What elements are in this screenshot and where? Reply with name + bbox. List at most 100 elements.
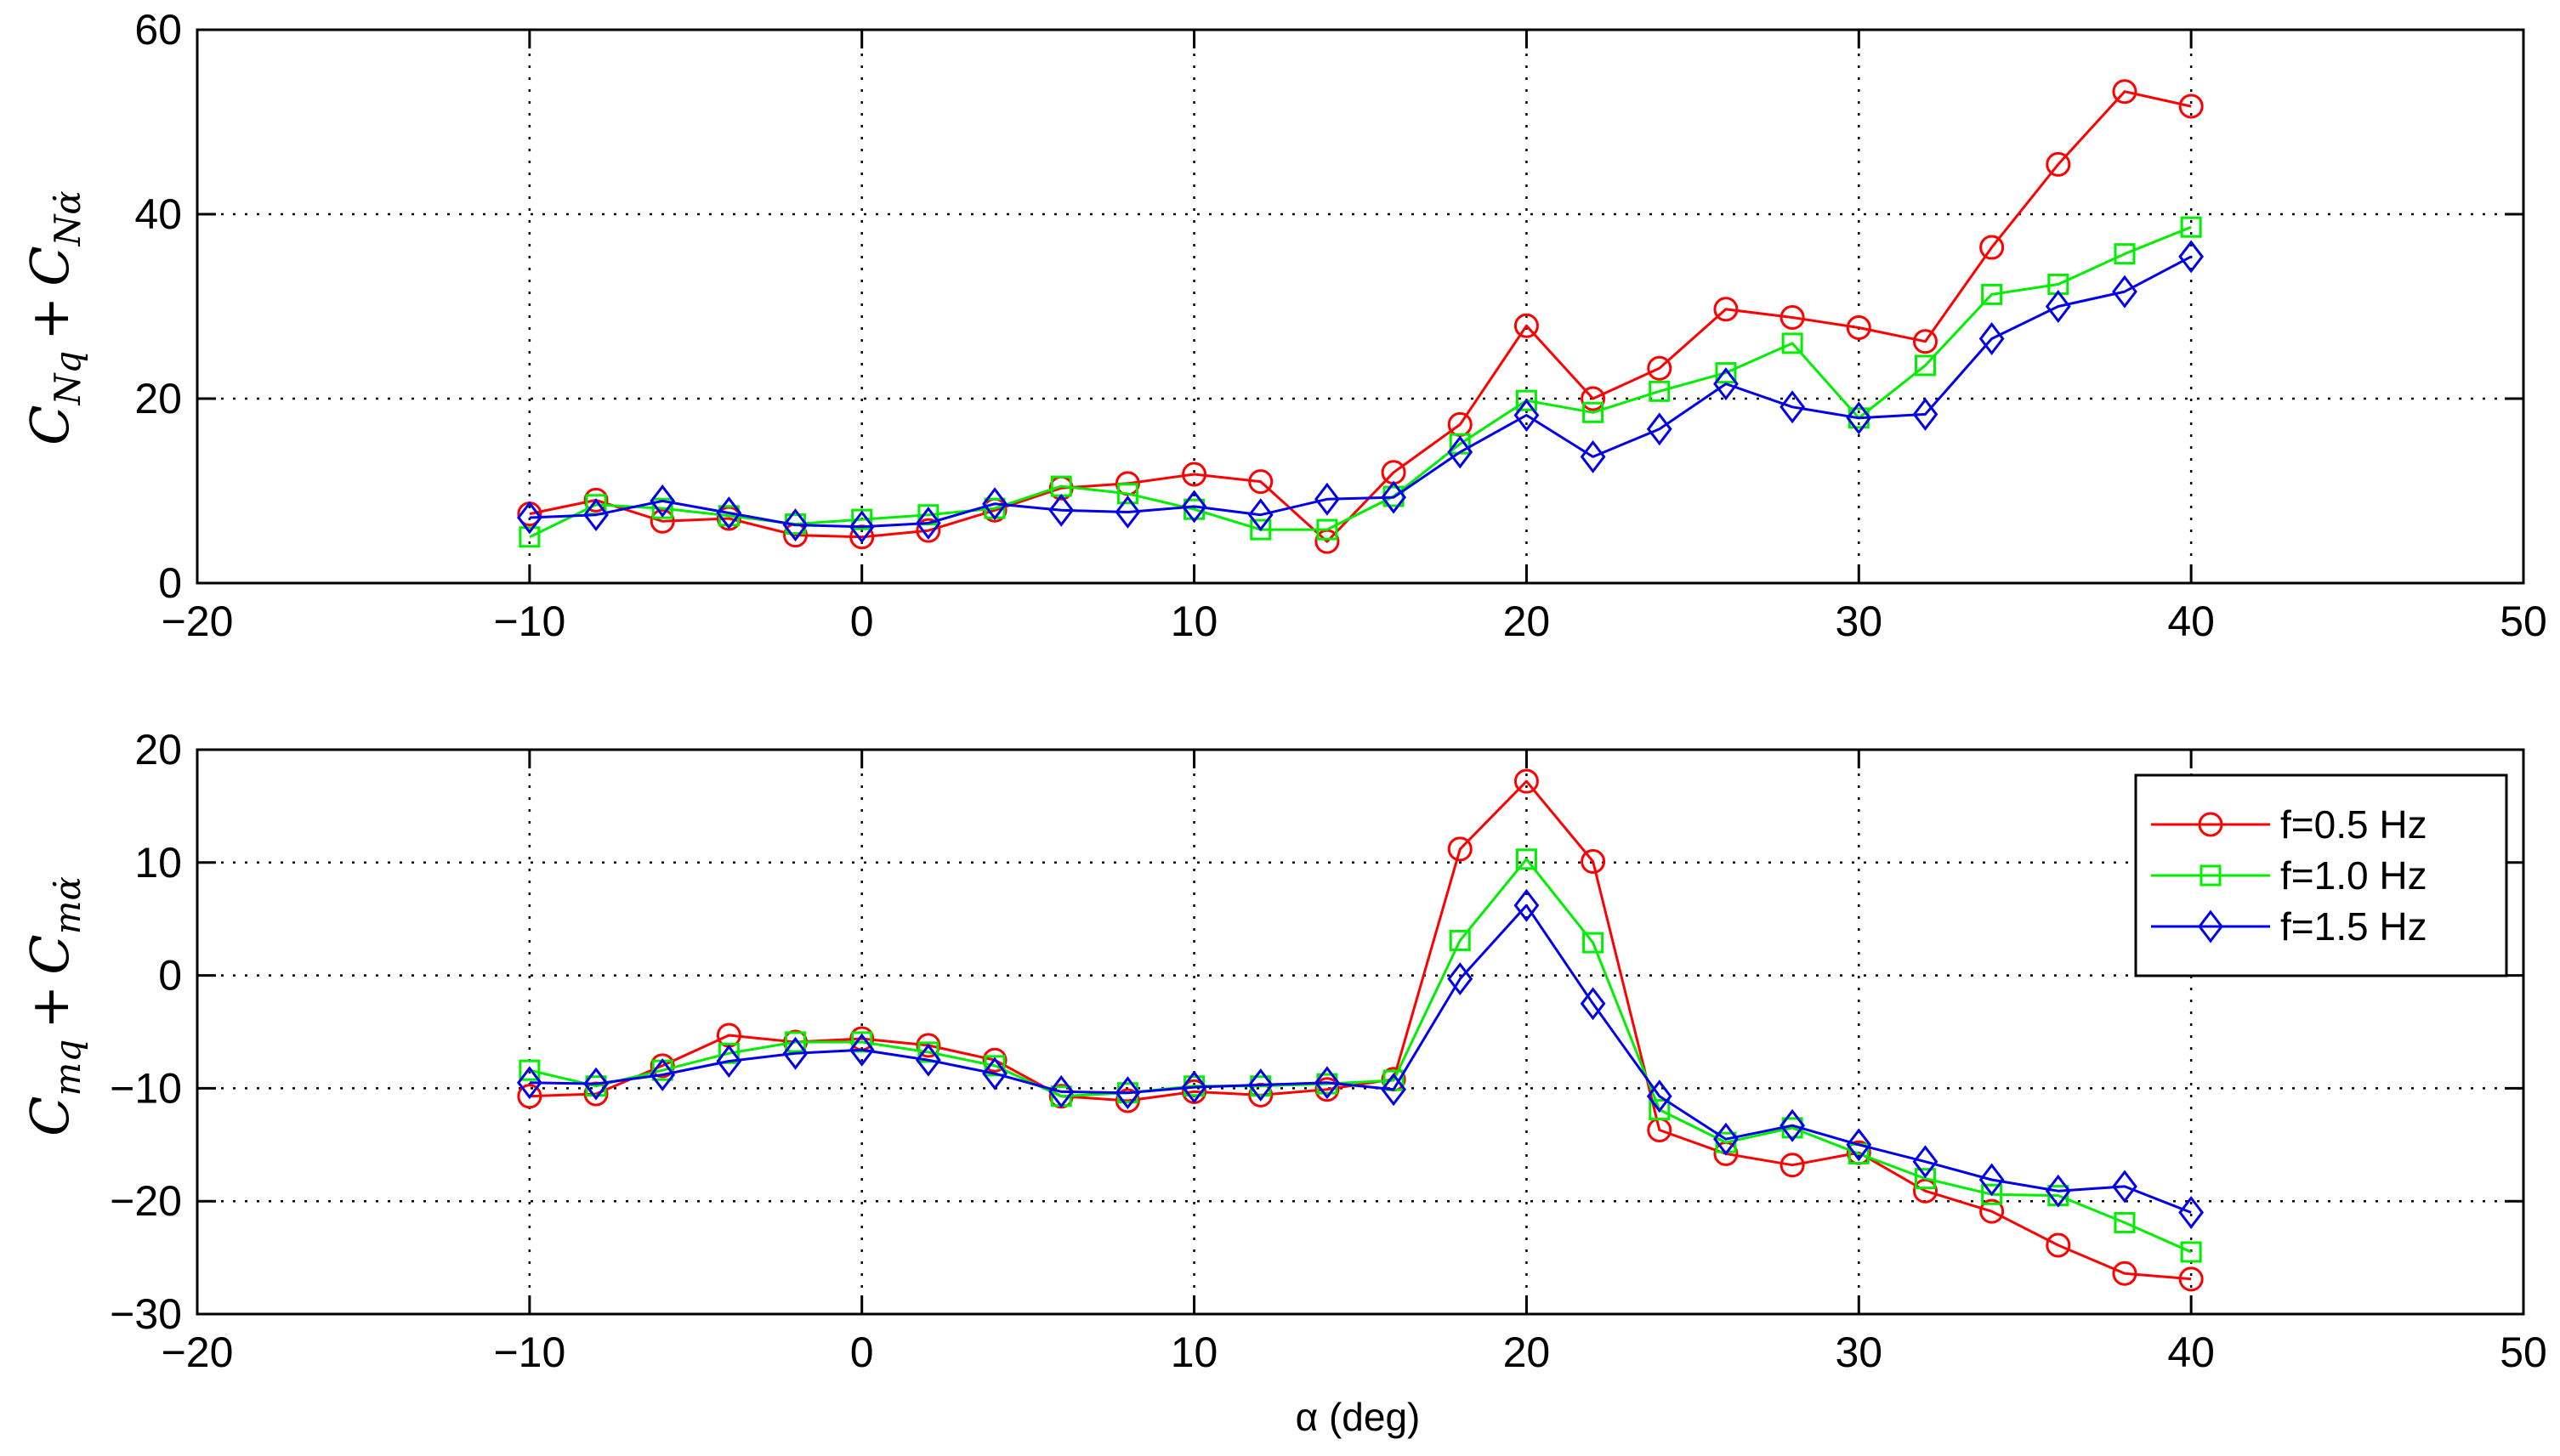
bottom-data-point: [2112, 1170, 2137, 1204]
top-data-point: [1115, 495, 1141, 529]
top-data-point: [1715, 362, 1737, 384]
top-x-tick-label: 30: [1835, 598, 1882, 645]
bottom-data-point: [984, 1055, 1006, 1077]
bottom-data-point: [785, 1031, 807, 1053]
top-axes: [196, 28, 2525, 585]
top-data-point: [916, 518, 941, 543]
bottom-data-point: [519, 1059, 541, 1081]
bottom-y-tick-label: −30: [110, 1290, 182, 1338]
bottom-x-tick-label: −10: [493, 1329, 565, 1376]
top-data-point: [982, 487, 1008, 521]
bottom-x-tick-label: 30: [1835, 1329, 1882, 1376]
top-data-point: [1316, 518, 1338, 541]
top-data-point: [782, 508, 809, 542]
bottom-data-point: [1581, 848, 1606, 874]
top-data-point: [851, 508, 873, 530]
top-data-point: [1182, 462, 1207, 487]
top-data-point: [1780, 305, 1805, 331]
bottom-data-point: [516, 1066, 542, 1100]
top-data-point: [1381, 480, 1406, 514]
top-data-point: [651, 497, 673, 519]
bottom-data-point: [1580, 987, 1606, 1021]
legend-label: f=0.5 Hz: [2280, 802, 2427, 847]
top-data-point: [2180, 216, 2202, 238]
top-data-point: [1116, 483, 1138, 505]
bottom-data-point: [1314, 1066, 1340, 1100]
bottom-data-point: [1979, 1198, 2005, 1224]
bottom-data-point: [650, 1053, 675, 1079]
bottom-x-tick-label: 10: [1171, 1329, 1218, 1376]
bottom-data-point: [1582, 932, 1604, 954]
bottom-data-point: [1447, 836, 1473, 862]
legend-marker: [2198, 812, 2223, 837]
bottom-data-point: [1978, 1163, 2005, 1197]
bottom-data-point: [517, 1084, 542, 1109]
bottom-data-point: [1646, 1079, 1672, 1113]
top-data-point: [1647, 355, 1672, 381]
top-panel: −20 −10 0 10 20 30 40 50 0 20 40 60 CNq+CNα̇: [19, 6, 2547, 645]
top-data-point: [1649, 380, 1671, 402]
top-data-point: [2178, 93, 2204, 119]
top-data-point: [2178, 240, 2205, 274]
top-data-point: [1846, 401, 1872, 435]
top-data-point: [716, 496, 742, 530]
top-data-point: [2046, 151, 2071, 177]
top-y-axis-label: CNq+CNα̇: [19, 190, 88, 445]
bottom-data-point: [1181, 1070, 1207, 1104]
top-data-point: [583, 487, 609, 513]
top-x-tick-label: 0: [850, 598, 874, 645]
bottom-data-point: [1780, 1108, 1806, 1142]
bottom-y-axis-label: Cmq+Cmα̇: [19, 876, 88, 1136]
bottom-data-point: [2178, 1266, 2204, 1292]
top-x-tick-label: 50: [2500, 598, 2547, 645]
bottom-data-point: [917, 1041, 939, 1063]
top-data-point: [1981, 283, 2003, 305]
bottom-y-tick-label: 20: [134, 726, 182, 773]
top-data-point: [650, 508, 675, 534]
legend: f=0.5 Hz f=1.0 Hz f=1.5 Hz: [2134, 773, 2508, 977]
top-data-point: [2045, 290, 2071, 323]
bottom-data-point: [1515, 848, 1537, 870]
bottom-data-point: [849, 1033, 875, 1067]
top-data-point: [1250, 518, 1272, 541]
bottom-y-tick-label: −10: [110, 1064, 182, 1112]
top-data-point: [1979, 235, 2005, 260]
bottom-data-point: [1314, 1077, 1340, 1102]
bottom-data-point: [1513, 768, 1539, 794]
bottom-data-point: [982, 1047, 1008, 1073]
top-data-point: [2114, 243, 2136, 265]
top-x-tick-label: −10: [493, 598, 565, 645]
legend-entry: f=1.0 Hz: [2151, 853, 2427, 898]
bottom-series: [516, 768, 2205, 1292]
top-series: [516, 79, 2205, 554]
top-data-point: [915, 507, 941, 540]
bottom-data-point: [782, 1036, 809, 1070]
top-data-point: [2112, 79, 2137, 105]
top-data-point: [1912, 329, 1938, 354]
bottom-data-point: [1115, 1076, 1141, 1110]
bottom-data-point: [1381, 1073, 1406, 1107]
top-data-point: [1646, 412, 1672, 446]
bottom-data-point: [718, 1042, 740, 1064]
top-data-point: [1181, 490, 1207, 524]
top-data-point: [1048, 493, 1075, 527]
top-data-point: [1914, 354, 1936, 377]
top-data-point: [516, 501, 542, 535]
bottom-data-point: [1649, 1099, 1671, 1121]
bottom-data-point: [2114, 1211, 2136, 1233]
legend-entry: f=0.5 Hz: [2151, 802, 2427, 847]
bottom-data-point: [1914, 1168, 1936, 1190]
top-axes-frame: [196, 28, 2525, 585]
bottom-x-tick-label: 0: [850, 1329, 874, 1376]
bottom-y-tick-label: 10: [134, 839, 182, 887]
bottom-data-point: [1981, 1183, 2003, 1205]
bottom-axes-frame: [196, 748, 2525, 1316]
bottom-y-tick-label: −20: [110, 1177, 182, 1225]
top-data-point: [849, 510, 875, 544]
legend-marker: [2198, 909, 2223, 943]
bottom-data-point: [1912, 1145, 1938, 1179]
top-x-tick-label: 40: [2167, 598, 2215, 645]
bottom-data-point: [1449, 929, 1471, 951]
